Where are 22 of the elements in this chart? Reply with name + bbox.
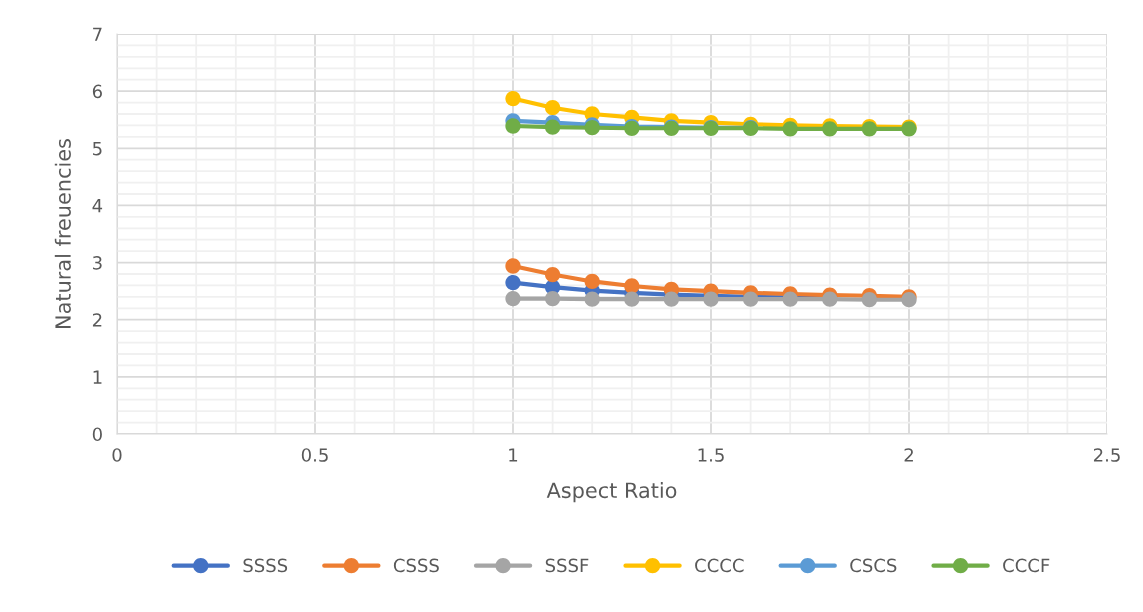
y-tick-label: 3 <box>93 256 102 270</box>
legend-label: SSSF <box>545 558 589 573</box>
y-tick-label: 5 <box>93 141 102 156</box>
x-tick-label: 1 <box>509 448 518 462</box>
y-axis-title: Natural freuencies <box>54 139 71 328</box>
legend-label: SSSS <box>243 558 288 573</box>
x-tick-label: 0.5 <box>301 448 328 462</box>
y-tick-label: 7 <box>93 27 102 41</box>
x-tick-label: 2.5 <box>1093 448 1120 462</box>
x-axis-title: Aspect Ratio <box>546 482 677 503</box>
legend-label: CSSS <box>393 558 439 573</box>
x-tick-label: 0 <box>112 448 122 462</box>
legend-label: CCCC <box>695 558 744 573</box>
y-tick-label: 0 <box>92 427 102 442</box>
y-tick-label: 2 <box>92 313 102 327</box>
y-tick-label: 1 <box>93 370 102 384</box>
y-tick-label: 6 <box>92 84 102 99</box>
legend-label: CCCF <box>1003 558 1050 573</box>
x-tick-label: 1.5 <box>698 448 724 462</box>
legend-label: CSCS <box>850 558 897 573</box>
x-tick-label: 2 <box>904 448 913 462</box>
y-tick-label: 4 <box>92 199 103 213</box>
